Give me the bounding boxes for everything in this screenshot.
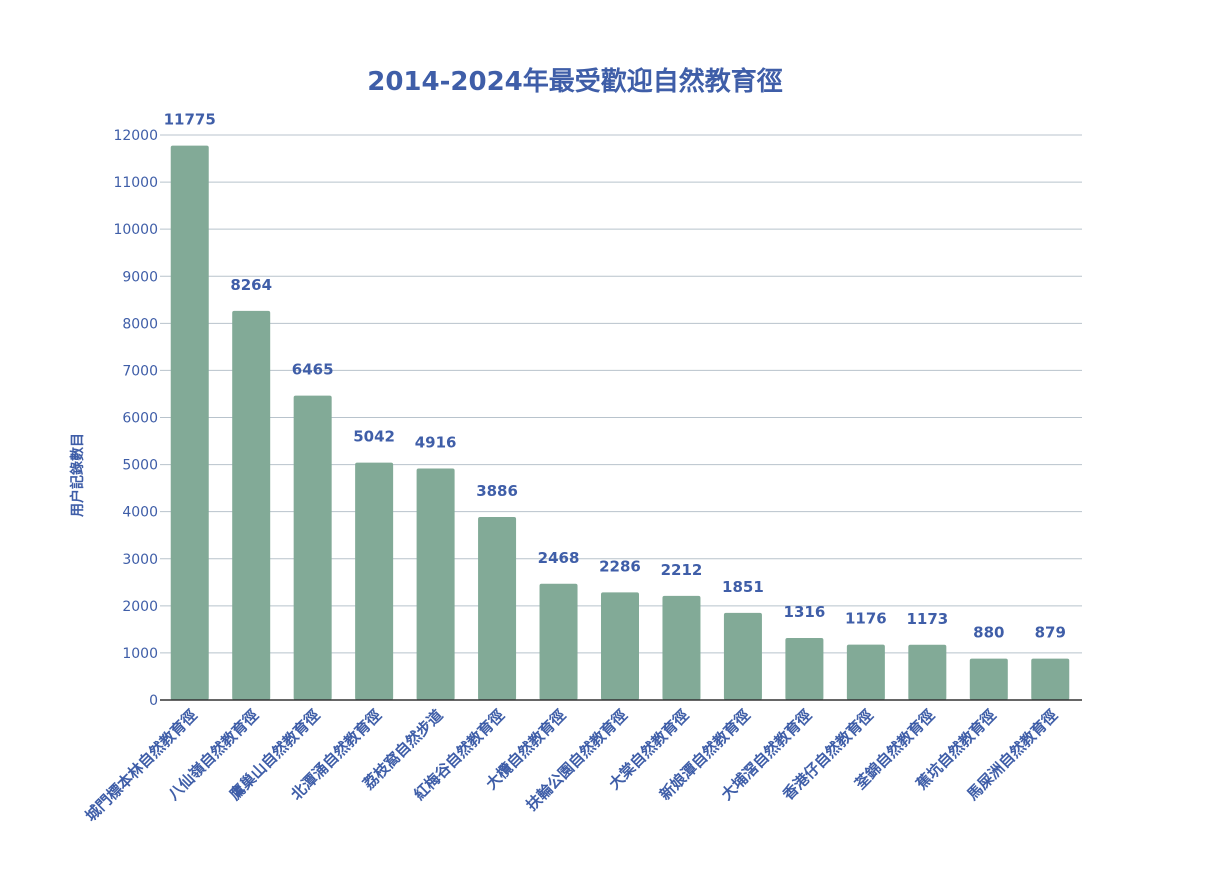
data-label: 4916: [415, 434, 457, 452]
bar: [293, 395, 332, 700]
bar: [539, 583, 578, 700]
bar: [1031, 658, 1070, 700]
bar: [416, 468, 455, 700]
data-label: 6465: [292, 361, 334, 379]
y-tick-label: 1000: [122, 646, 158, 662]
data-label: 2212: [661, 561, 703, 579]
bar: [355, 462, 394, 700]
y-axis-label: 用户記錄數目: [69, 433, 86, 517]
data-label: 5042: [353, 428, 395, 446]
bar: [969, 658, 1008, 700]
bar: [170, 145, 209, 700]
data-label: 1316: [784, 603, 826, 621]
y-tick-label: 2000: [122, 599, 158, 615]
y-tick-label: 8000: [122, 316, 158, 332]
data-label: 1173: [906, 610, 948, 628]
data-labels: 11775 8264 6465 5042 4916 3886 2468 2286 2212 185…: [164, 111, 1066, 642]
y-tick-label: 6000: [122, 411, 158, 427]
y-tick-label: 7000: [122, 363, 158, 379]
data-label: 11775: [164, 111, 216, 129]
y-tick-label: 0: [149, 693, 158, 709]
y-axis-ticks: 0 1000 2000 3000 4000 5000 6000 7000 8000 9000 100…: [113, 128, 158, 709]
data-label: 879: [1035, 624, 1066, 642]
y-tick-label: 4000: [122, 505, 158, 521]
data-label: 1851: [722, 578, 764, 596]
y-tick-label: 5000: [122, 458, 158, 474]
bar: [232, 310, 271, 700]
data-label: 1176: [845, 610, 887, 628]
data-label: 8264: [230, 276, 272, 294]
data-label: 3886: [476, 482, 518, 500]
bar: [478, 517, 517, 700]
y-tick-label: 11000: [113, 175, 158, 191]
bar: [662, 595, 701, 700]
data-label: 2468: [538, 549, 580, 567]
y-tick-label: 10000: [113, 222, 158, 238]
x-tick-label: 扶輪公園自然教育徑: [523, 706, 631, 814]
bar: [601, 592, 639, 700]
bar: [785, 638, 824, 700]
x-tick-label: 城門標本林自然教育徑: [82, 706, 201, 825]
y-tick-label: 3000: [122, 552, 158, 568]
x-axis-ticks: 城門標本林自然教育徑八仙嶺自然教育徑鷹巢山自然教育徑北潭涌自然教育徑荔枝窩自然步…: [82, 706, 1061, 825]
y-tick-label: 9000: [122, 269, 158, 285]
chart-title: 2014-2024年最受歡迎自然教育徑: [367, 66, 783, 97]
bar: [846, 644, 885, 700]
bar: [908, 644, 947, 700]
y-tick-label: 12000: [113, 128, 158, 144]
data-label: 2286: [599, 557, 641, 575]
bars: [170, 145, 1070, 700]
bar: [723, 612, 762, 700]
data-label: 880: [973, 624, 1004, 642]
